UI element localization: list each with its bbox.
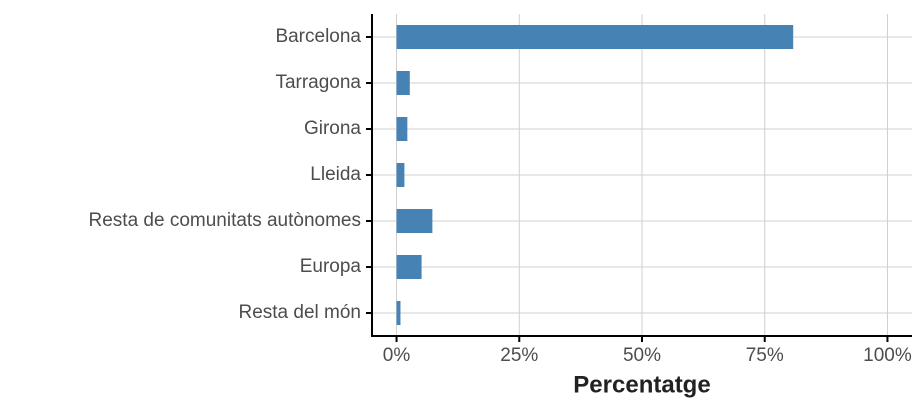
y-tick-label: Resta del món: [238, 302, 361, 323]
x-tick-label: 0%: [383, 345, 411, 366]
bar: [396, 71, 410, 95]
x-tick-label: 75%: [746, 345, 784, 366]
bar: [396, 163, 405, 187]
bar: [396, 25, 794, 49]
bar: [396, 301, 401, 325]
y-tick-label: Lleida: [310, 164, 361, 185]
y-tick-label: Resta de comunitats autònomes: [89, 210, 362, 231]
y-tick-label: Barcelona: [275, 26, 361, 47]
x-tick-label: 50%: [623, 345, 661, 366]
bar: [396, 209, 433, 233]
bar: [396, 117, 408, 141]
x-tick-label: 25%: [500, 345, 538, 366]
bar: [396, 255, 422, 279]
y-tick-label: Europa: [300, 256, 362, 277]
x-tick-label: 100%: [863, 345, 912, 366]
x-axis-title: Percentatge: [573, 371, 710, 398]
y-tick-label: Tarragona: [275, 72, 361, 93]
y-tick-label: Girona: [304, 118, 361, 139]
